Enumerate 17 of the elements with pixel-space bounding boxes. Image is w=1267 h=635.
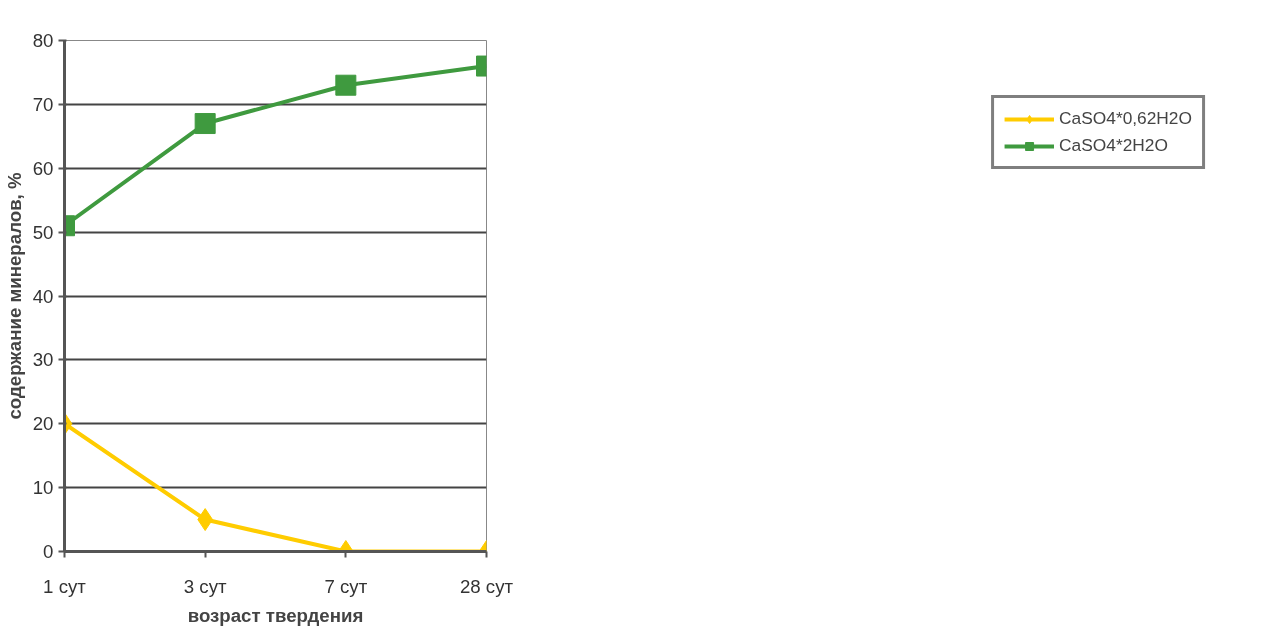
y-tick-label: 70 — [32, 93, 54, 115]
y-tick-label: 20 — [32, 413, 54, 435]
y-tick-label: 30 — [32, 349, 54, 371]
legend-label: CaSO4*0,62H2O — [1059, 108, 1192, 129]
y-axis-title: содержание минералов, % — [3, 172, 25, 420]
y-tick-label: 60 — [32, 157, 54, 179]
x-tick-label: 7 сут — [324, 575, 368, 597]
x-tick-label: 3 сут — [183, 575, 227, 597]
y-tick-label: 10 — [32, 477, 54, 499]
x-tick-label: 28 сут — [459, 575, 514, 597]
y-tick-label: 50 — [32, 221, 54, 243]
y-tick-label: 40 — [32, 285, 54, 307]
legend-label: CaSO4*2H2O — [1059, 135, 1168, 156]
y-tick-label: 0 — [43, 541, 54, 562]
x-axis-title: возраст твердения — [187, 604, 364, 626]
y-tick-label: 80 — [32, 30, 54, 51]
x-tick-label: 1 сут — [43, 575, 87, 597]
